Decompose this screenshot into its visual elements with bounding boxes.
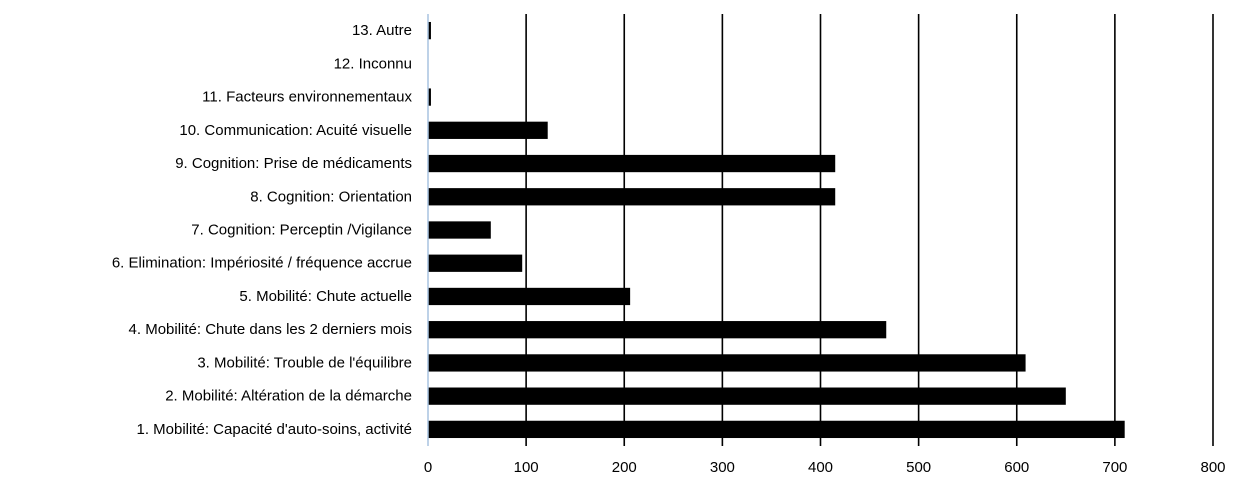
x-tick-labels: 0 100 200 300 400 500 600 700 800 (424, 459, 1226, 476)
bars (428, 21, 1125, 439)
x-tick-label: 800 (1200, 459, 1225, 476)
bar (428, 287, 631, 306)
category-label: 9. Cognition: Prise de médicaments (175, 155, 412, 172)
bar (428, 21, 431, 40)
bar (428, 121, 548, 139)
gridlines (525, 14, 1214, 446)
bar (428, 354, 1026, 372)
bar (428, 387, 1066, 405)
category-label: 7. Cognition: Perceptin /Vigilance (191, 222, 412, 239)
category-label: 1. Mobilité: Capacité d'auto-soins, acti… (136, 421, 412, 438)
category-label: 2. Mobilité: Altération de la démarche (165, 388, 412, 405)
bar (428, 420, 1125, 439)
category-label: 11. Facteurs environnementaux (202, 89, 412, 106)
category-label: 4. Mobilité: Chute dans les 2 derniers m… (129, 321, 412, 338)
bar (428, 321, 887, 339)
x-tick-label: 200 (612, 459, 637, 476)
x-tick-label: 100 (514, 459, 539, 476)
x-tick-label: 700 (1102, 459, 1127, 476)
category-label: 5. Mobilité: Chute actuelle (239, 288, 412, 305)
x-tick-label: 600 (1004, 459, 1029, 476)
category-label: 6. Elimination: Impériosité / fréquence … (112, 255, 412, 272)
bar (428, 88, 431, 106)
category-labels: 1. Mobilité: Capacité d'auto-soins, acti… (112, 22, 413, 438)
bar (428, 221, 491, 239)
category-label: 10. Communication: Acuité visuelle (179, 122, 412, 139)
bar (428, 188, 836, 206)
x-tick-label: 0 (424, 459, 432, 476)
bar (428, 254, 523, 272)
category-label: 12. Inconnu (334, 55, 412, 72)
x-tick-label: 300 (710, 459, 735, 476)
x-tick-label: 400 (808, 459, 833, 476)
category-label: 3. Mobilité: Trouble de l'équilibre (197, 354, 412, 371)
category-label: 8. Cognition: Orientation (250, 188, 412, 205)
x-tick-label: 500 (906, 459, 931, 476)
bar (428, 154, 836, 173)
category-label: 13. Autre (352, 22, 412, 39)
